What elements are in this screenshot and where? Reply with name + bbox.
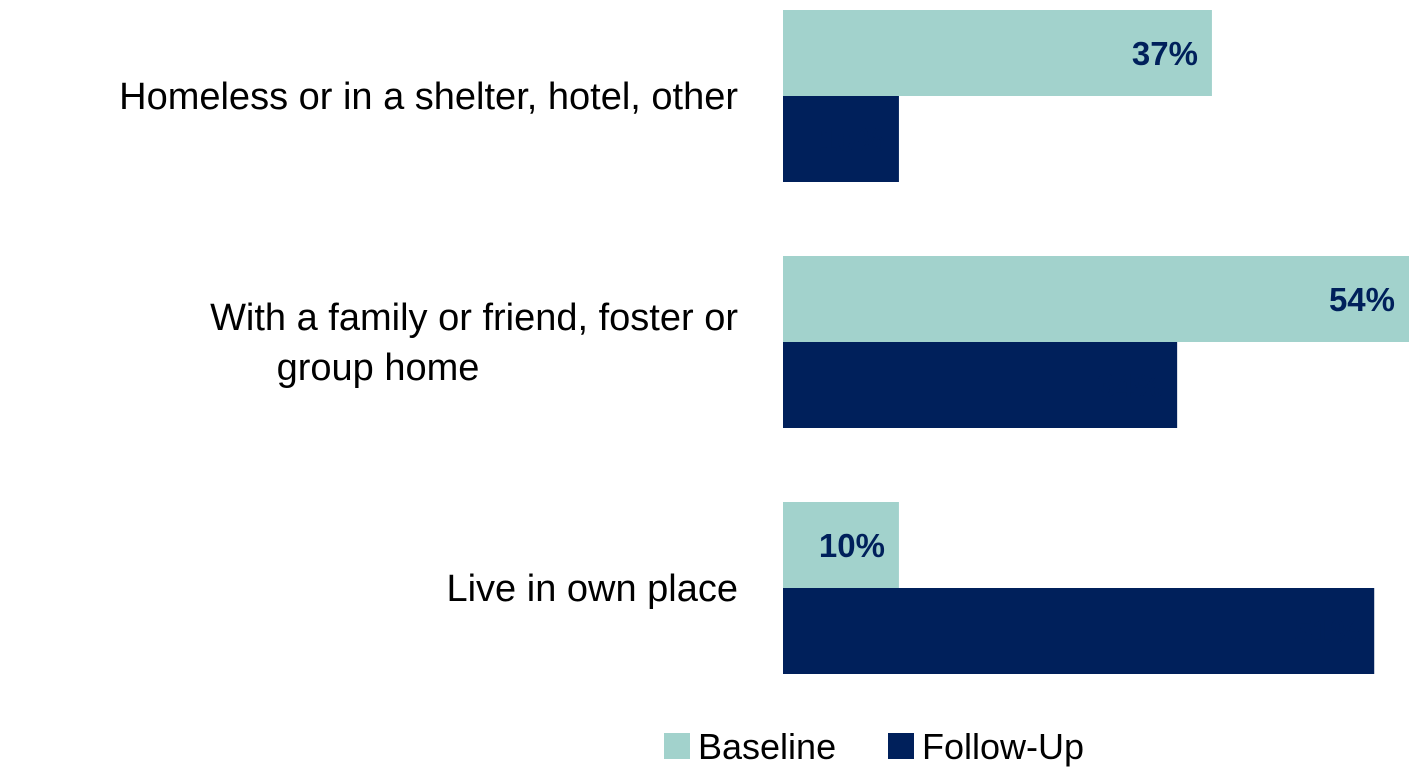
baseline-data-label: 54% — [1329, 281, 1395, 318]
category-labels: Homeless or in a shelter, hotel, other Wi… — [119, 76, 738, 610]
legend: Baseline Follow-Up — [664, 726, 1084, 767]
follow-up-data-label: 34% — [1097, 367, 1163, 404]
follow-up-bar — [783, 96, 899, 182]
category-label-line: group home — [277, 347, 480, 389]
follow-up-bar — [783, 588, 1375, 674]
baseline-legend-label: Baseline — [698, 726, 836, 767]
baseline-bar — [783, 256, 1409, 342]
category-label: With a family or friend, foster or group … — [210, 297, 738, 389]
baseline-bar — [783, 502, 899, 588]
follow-up-data-label: 51% — [1294, 613, 1360, 650]
data-labels: 37% 10% 54% 34% 10% 51% — [819, 35, 1395, 650]
bars — [783, 10, 1409, 674]
baseline-legend-swatch — [664, 733, 690, 759]
category-label: Live in own place — [446, 568, 738, 610]
baseline-bar — [783, 10, 1212, 96]
follow-up-data-label: 10% — [819, 121, 885, 158]
baseline-data-label: 37% — [1132, 35, 1198, 72]
category-label: Homeless or in a shelter, hotel, other — [119, 76, 738, 118]
category-label-line: With a family or friend, foster or — [210, 297, 738, 339]
baseline-data-label: 10% — [819, 527, 885, 564]
follow-up-legend-swatch — [888, 733, 914, 759]
follow-up-legend-label: Follow-Up — [922, 726, 1084, 767]
follow-up-bar — [783, 342, 1178, 428]
